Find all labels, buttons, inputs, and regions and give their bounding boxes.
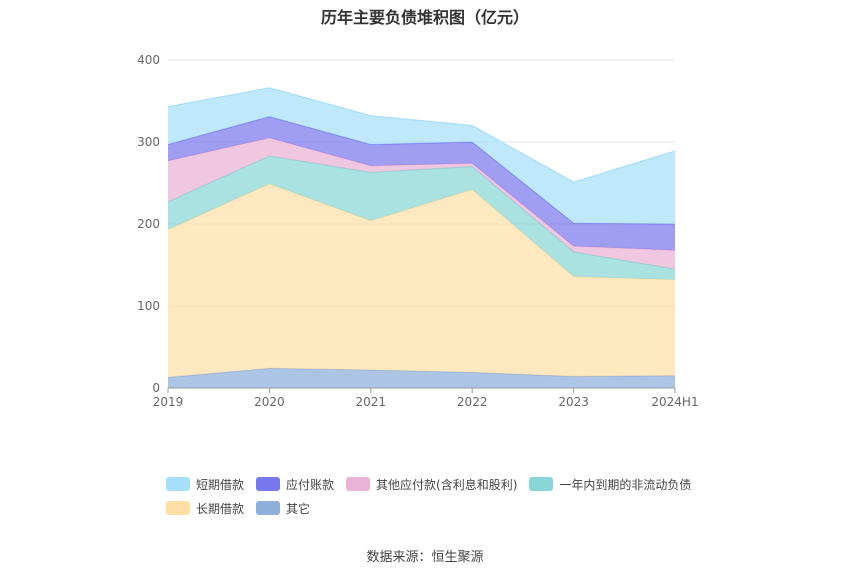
legend-swatch-long-term-loans [166, 501, 190, 515]
legend-item-other-payables[interactable]: 其他应付款(含利息和股利) [346, 476, 517, 493]
legend-row-2: 长期借款 其它 [166, 496, 726, 520]
legend-label-long-term-loans: 长期借款 [196, 501, 245, 516]
area-series-2 [168, 155, 675, 280]
legend-row-1: 短期借款 应付账款 其他应付款(含利息和股利) 一年内到期的非流动负债 [166, 472, 726, 496]
x-tick-label: 2024H1 [651, 395, 698, 409]
legend-swatch-current-noncurrent [529, 477, 554, 491]
area-series-5 [168, 87, 675, 224]
x-tick-label: 2022 [457, 395, 488, 409]
legend-label-other: 其它 [286, 501, 311, 516]
y-tick-label: 400 [137, 53, 160, 67]
legend-label-current-noncurrent: 一年内到期的非流动负债 [559, 477, 692, 492]
legend-swatch-accounts-payable [256, 477, 281, 491]
y-tick-label: 0 [152, 381, 160, 395]
legend-item-accounts-payable[interactable]: 应付账款 [256, 476, 334, 493]
legend-item-current-noncurrent[interactable]: 一年内到期的非流动负债 [529, 476, 691, 493]
line-series-5 [167, 87, 676, 183]
stacked-area-chart: 0 100 200 300 400 2019 2020 2021 2022 2023 2024H1 [137, 53, 699, 409]
y-tick-label: 300 [137, 135, 160, 149]
area-series-3 [168, 137, 675, 270]
chart-title: 历年主要负债堆积图（亿元） [320, 8, 529, 27]
x-tick-label: 2021 [356, 395, 387, 409]
legend-label-other-payables: 其他应付款(含利息和股利) [376, 477, 518, 492]
legend-swatch-other-payables [346, 477, 371, 491]
legend-label-short-term-loans: 短期借款 [196, 477, 245, 492]
legend-swatch-short-term-loans [166, 477, 190, 491]
source-note: 数据来源：恒生聚源 [366, 550, 484, 565]
area-series-4 [168, 116, 675, 251]
x-tick-label: 2023 [558, 395, 589, 409]
legend-label-accounts-payable: 应付账款 [286, 477, 335, 492]
legend-item-other[interactable]: 其它 [256, 500, 310, 517]
legend-swatch-other [256, 501, 281, 515]
x-tick-label: 2020 [254, 395, 285, 409]
legend-item-long-term-loans[interactable]: 长期借款 [166, 500, 244, 517]
area-series-1 [168, 183, 675, 378]
x-tick-label: 2019 [153, 395, 184, 409]
area-series-0 [168, 368, 675, 388]
legend: 短期借款 应付账款 其他应付款(含利息和股利) 一年内到期的非流动负债 长期借款… [166, 472, 726, 520]
legend-item-short-term-loans[interactable]: 短期借款 [166, 476, 244, 493]
y-tick-label: 100 [137, 299, 160, 313]
y-tick-label: 200 [137, 217, 160, 231]
